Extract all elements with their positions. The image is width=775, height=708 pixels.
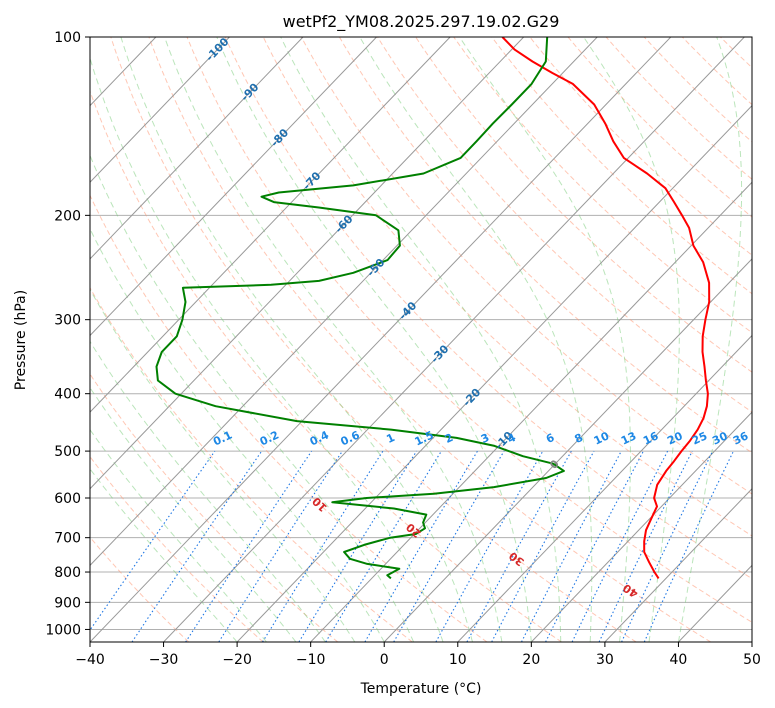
isotherm-line [90,37,451,413]
mixing-ratio-line [298,450,418,642]
dry-adiabat [643,37,752,143]
y-tick-label: 600 [54,491,81,507]
dry-adiabats [90,37,752,642]
mixing-ratio-label: 25 [690,429,709,447]
chart-title: wetPf2_YM08.2025.297.19.02.G29 [283,12,560,32]
mixing-ratio-line [262,450,384,642]
dry-adiabat [90,536,190,642]
mixing-ratio-label: 20 [665,429,685,447]
isotherm-line [90,37,230,183]
isotherm-line [90,37,672,642]
moist-adiabat [90,428,267,642]
moist-adiabat [583,37,680,642]
isotherm-line [383,258,752,642]
x-tick-label: 30 [596,652,614,668]
isotherm-line [604,488,752,642]
plot-frame [89,36,753,643]
moist-adiabat [90,468,238,642]
moist-adiabats [90,37,743,642]
mixing-ratio-label: 16 [641,429,661,447]
isotherm-line [90,37,525,490]
temperature-profile [501,37,711,579]
isotherm-line [236,104,752,642]
moist-adiabat [164,37,503,642]
x-tick-label: −20 [222,652,252,668]
dry-adiabat [262,37,752,537]
y-tick-label: 900 [54,595,81,611]
isotherm-line [90,37,377,337]
x-tick-label: 40 [670,652,688,668]
isotherm-line [90,37,304,260]
dewpoint-profile [155,37,565,580]
y-tick-label: 400 [54,387,81,403]
x-axis-label: Temperature (°C) [360,681,482,697]
isotherm-line [90,37,598,567]
y-tick-label: 800 [54,565,81,581]
y-axis-ticks: 100 200 300 400 500 600 700 800 900 1000 [45,30,90,638]
dry-adiabat [415,37,752,373]
dry-adiabat [338,37,752,454]
mixing-ratio-line [571,450,669,642]
isotherm-line [457,334,752,642]
y-tick-label: 700 [54,531,81,547]
dry-adiabat [186,37,752,623]
moist-adiabat [90,288,356,642]
mixing-ratio-line [466,450,572,642]
mixing-ratio-label: 13 [619,429,638,447]
moist-adiabat [90,227,385,642]
isotherms [90,37,752,642]
dry-adiabat [90,455,264,642]
x-tick-label: 20 [522,652,540,668]
dry-adiabat [300,37,752,495]
moist-adiabat [280,37,562,642]
dry-adiabat [90,286,413,642]
mixing-ratio-line [131,450,263,642]
mixing-ratio-line [435,450,544,642]
moist-adiabat [120,37,473,642]
dry-adiabat [605,37,752,180]
x-tick-label: −10 [296,652,326,668]
dry-adiabat [90,194,488,642]
y-tick-label: 500 [54,444,81,460]
plot-background [90,37,752,642]
x-tick-label: 50 [743,652,761,668]
dry-adiabat [453,37,752,334]
dry-adiabat [224,37,752,580]
dry-adiabat [90,89,562,642]
moist-adiabat [459,37,631,642]
dry-adiabat [529,37,752,256]
moist-adiabat [90,56,444,642]
y-tick-label: 1000 [45,622,81,638]
x-tick-label: 0 [380,652,389,668]
x-tick-label: −30 [149,652,179,668]
moist-adiabat [216,37,532,642]
mixing-ratio-line [185,450,313,642]
moist-adiabat [90,340,326,642]
mixing-ratio-line [218,450,343,642]
x-tick-label: 10 [449,652,467,668]
plot-area: -100-90-80-70-60-50-40-30-20-10010203040… [90,37,752,642]
mixing-ratio-line [90,450,216,632]
isotherm-line [530,411,752,642]
y-axis-label: Pressure (hPa) [13,290,29,390]
moist-adiabat [359,37,593,642]
y-tick-label: 300 [54,313,81,329]
moist-adiabat [90,386,297,642]
isotherm-line [310,181,752,642]
mixing-ratio-label: 36 [731,429,751,447]
y-tick-label: 100 [54,30,81,46]
mixing-ratio-label: 10 [592,429,612,447]
x-tick-label: −40 [75,652,105,668]
moist-adiabat [677,37,743,642]
sounding-series [155,37,711,580]
mixing-ratio-line [491,450,595,642]
y-tick-label: 200 [54,208,81,224]
isotherm-line [163,37,745,642]
x-axis-ticks: −40 −30 −20 −10 0 10 20 30 40 50 [75,642,761,668]
mixing-ratio-label: 30 [710,429,730,447]
